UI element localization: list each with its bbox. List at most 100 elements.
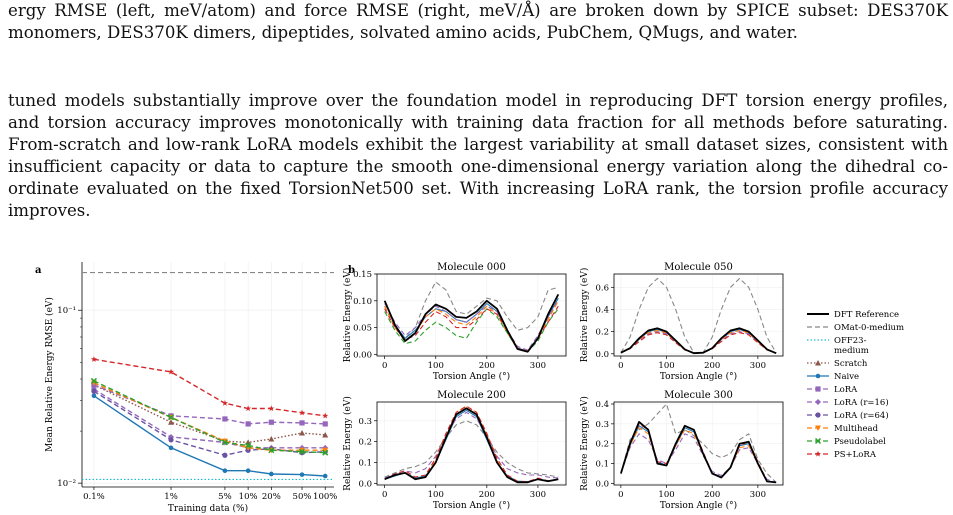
- x-tick-label: 200: [704, 490, 720, 500]
- x-tick-label: 5%: [218, 492, 232, 502]
- subplot-title: Molecule 200: [437, 390, 506, 401]
- data-point: [268, 436, 275, 442]
- series-line: [93, 358, 326, 417]
- x-tick-label: 100: [658, 490, 674, 500]
- data-point: [299, 447, 306, 454]
- data-point: [322, 449, 329, 456]
- series-line: [620, 433, 777, 483]
- x-tick-label: 300: [750, 490, 766, 500]
- legend-item: Scratch: [807, 359, 868, 369]
- y-axis-label: Relative Energy (eV): [579, 396, 590, 491]
- text-line: insufficient capacity or data to capture…: [8, 157, 948, 176]
- data-point: [245, 405, 252, 412]
- axes-frame: [613, 273, 784, 357]
- text-line: From-scratch and low-rank LoRA models ex…: [8, 135, 948, 154]
- data-point: [299, 420, 305, 426]
- data-point: [268, 405, 275, 412]
- y-tick-label: 10⁻¹: [57, 306, 76, 316]
- y-tick-label: 0.0: [595, 350, 609, 360]
- legend-item: OMat-0-medium: [807, 323, 904, 333]
- axes-frame: [376, 401, 567, 486]
- legend-label: OMat-0-medium: [834, 323, 904, 333]
- x-tick-label: 300: [530, 361, 546, 371]
- x-tick-label: 300: [750, 361, 766, 371]
- legend-item: Naive: [807, 372, 859, 382]
- x-tick-label: 20%: [262, 492, 281, 502]
- y-tick-label: 0.05: [353, 324, 372, 334]
- y-tick-label: 0.1: [358, 458, 372, 468]
- paragraph-caption-continuation: ergy RMSE (left, meV/atom) and force RMS…: [8, 0, 948, 44]
- x-axis-label: Torsion Angle (°): [433, 500, 510, 511]
- x-tick-label: 300: [530, 490, 546, 500]
- subplot: Molecule 300 0 100 200 300 0.0 0.1 0.2 0.3 0.4 Tor…: [579, 390, 784, 511]
- data-point: [221, 400, 228, 406]
- data-point: [168, 445, 174, 451]
- x-tick-label: 200: [479, 490, 495, 500]
- y-axis-label: Mean Relative Energy RMSE (eV): [44, 297, 55, 452]
- series-line: [383, 293, 560, 353]
- series-line: [620, 277, 777, 354]
- y-tick-label: 0.3: [358, 417, 372, 427]
- data-point: [222, 452, 228, 458]
- axes-frame: [376, 273, 567, 357]
- data-point: [221, 439, 228, 446]
- data-point: [90, 377, 97, 384]
- series-line: [384, 405, 559, 483]
- text-line: and torsion accuracy improves monotonica…: [8, 113, 948, 132]
- panel-a-letter: a: [35, 265, 42, 276]
- legend-label: Pseudolabel: [834, 437, 886, 447]
- series-line: [620, 427, 777, 483]
- x-tick-label: 1%: [164, 492, 178, 502]
- legend-label: OFF23-: [834, 336, 867, 346]
- legend-marker: [815, 373, 821, 379]
- series-line: [384, 420, 559, 478]
- data-point: [222, 468, 228, 474]
- data-point: [322, 421, 328, 427]
- y-axis-label: Relative Energy (eV): [342, 268, 353, 363]
- y-tick-label: 0.2: [358, 438, 372, 448]
- legend-label: Multihead: [834, 424, 879, 434]
- y-tick-label: 0.15: [353, 270, 372, 280]
- data-point: [90, 356, 97, 362]
- series-line: [384, 411, 559, 479]
- subplot: Molecule 000 0 100 200 300 0.00 0.05 0.10 0.15 To…: [342, 262, 567, 382]
- text-line: monomers, DES370K dimers, dipeptides, so…: [8, 23, 798, 42]
- data-point: [298, 448, 306, 455]
- data-point: [299, 472, 305, 477]
- x-tick-label: 100: [428, 490, 444, 500]
- y-tick-label: 0.10: [353, 297, 372, 307]
- data-point: [245, 421, 251, 427]
- data-point: [245, 468, 251, 474]
- legend-marker: [815, 360, 821, 366]
- legend-item: OFF23-medium: [807, 336, 869, 356]
- legend-marker: [815, 386, 821, 392]
- data-point: [322, 447, 329, 454]
- data-point: [245, 442, 252, 449]
- x-tick-label: 0: [618, 361, 623, 371]
- y-tick-label: 10⁻²: [57, 479, 76, 489]
- x-tick-label: 10%: [239, 492, 258, 502]
- subplot: Molecule 200 0 100 200 300 0.0 0.1 0.2 0.3 Torsio…: [342, 390, 567, 511]
- legend-item: DFT Reference: [807, 310, 899, 320]
- series-line: [93, 382, 326, 451]
- x-tick-label: 0: [618, 490, 623, 500]
- data-point: [269, 471, 274, 477]
- legend-item: Multihead: [807, 424, 879, 434]
- text-line: tuned models substantially improve over …: [8, 91, 948, 110]
- legend-item: LoRA (r=64): [807, 410, 889, 421]
- x-axis-label: Training data (%): [168, 503, 248, 514]
- y-tick-label: 0.3: [595, 420, 609, 430]
- subplot-title: Molecule 300: [664, 390, 733, 401]
- series-line: [384, 405, 559, 483]
- data-point: [322, 412, 329, 419]
- subplot: Molecule 050 0 100 200 300 0.0 0.2 0.4 0.6 Torsio…: [579, 262, 784, 382]
- legend-item: LoRA: [807, 385, 858, 395]
- y-axis-label: Relative Energy (eV): [342, 396, 353, 491]
- panel-b-letter: b: [348, 265, 355, 276]
- y-tick-label: 0.2: [595, 328, 609, 338]
- panel-a-chart: 10⁻² 10⁻¹ 0.1% 1% 5% 10% 20% 50% 100% Training da…: [44, 262, 337, 514]
- series-line: [620, 327, 777, 355]
- data-point: [268, 419, 274, 425]
